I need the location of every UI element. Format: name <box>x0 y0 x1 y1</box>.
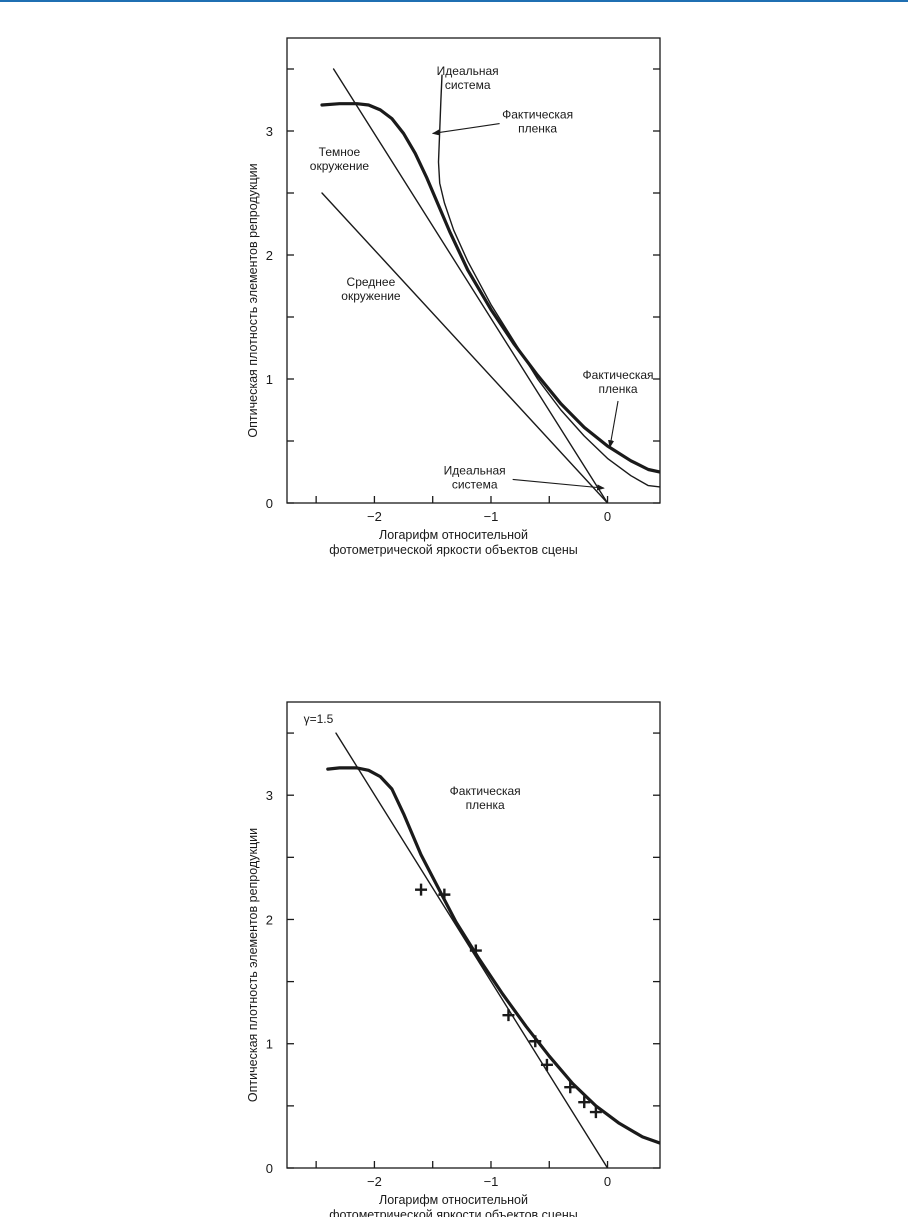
x-tick-label: −2 <box>367 1174 382 1189</box>
annotation-label: окружение <box>310 159 370 173</box>
annotation-label: Идеальная <box>437 64 499 78</box>
annotation-arrow <box>431 123 500 136</box>
x-tick-label: −2 <box>367 509 382 524</box>
plot-frame <box>286 37 661 504</box>
series-темное-окружение <box>332 68 609 503</box>
x-axis-title: Логарифм относительной <box>379 528 528 542</box>
annotation-arrow <box>512 478 605 491</box>
data-point-plus <box>540 1058 553 1071</box>
x-axis-title: фотометрической яркости объектов сцены <box>329 543 578 557</box>
annotation-label: пленка <box>518 122 557 136</box>
chart-2: −2 −1 0 0 1 2 3 Логарифм относительнойфотометри… <box>246 701 661 1217</box>
x-tick-label: −1 <box>484 509 499 524</box>
x-axis-title: Логарифм относительной <box>379 1193 528 1207</box>
plot-area <box>326 732 660 1168</box>
y-tick-label: 1 <box>266 372 273 387</box>
annotation-label: Темное <box>319 145 361 159</box>
data-point-plus <box>438 888 451 901</box>
annotation-label: Фактическая <box>583 368 654 382</box>
annotation-label: система <box>452 477 498 491</box>
series-идеальная-система <box>437 74 660 488</box>
y-tick-label: 0 <box>266 1161 273 1176</box>
x-tick-label: 0 <box>604 1174 611 1189</box>
y-tick-label: 2 <box>266 248 273 263</box>
header-rule <box>0 0 908 2</box>
series-фактическая-пленка <box>320 102 660 474</box>
plot-frame <box>286 701 661 1169</box>
annotation-label: система <box>445 78 491 92</box>
series-фактическая-пленка <box>326 766 660 1145</box>
annotation-label: окружение <box>341 289 401 303</box>
data-point-plus <box>415 883 428 896</box>
annotation-label: Фактическая <box>450 784 521 798</box>
data-point-plus <box>578 1096 591 1109</box>
chart-1: −2 −1 0 0 1 2 3 Логарифм относительнойфотометри… <box>246 37 661 557</box>
annotation-label: Идеальная <box>444 463 506 477</box>
annotation-label: пленка <box>599 382 638 396</box>
y-axis-title: Оптическая плотность элементов репродукц… <box>246 163 260 437</box>
data-point-plus <box>469 944 482 957</box>
annotation-label: пленка <box>466 798 505 812</box>
y-tick-label: 3 <box>266 124 273 139</box>
y-tick-label: 0 <box>266 496 273 511</box>
data-point-plus <box>529 1035 542 1048</box>
series-среднее-окружение <box>321 192 609 503</box>
annotation-arrow <box>608 400 619 448</box>
annotation-label: γ=1.5 <box>304 712 334 726</box>
x-tick-label: −1 <box>484 1174 499 1189</box>
y-tick-label: 3 <box>266 788 273 803</box>
annotation-label: Среднее <box>347 275 396 289</box>
y-axis-title: Оптическая плотность элементов репродукц… <box>246 828 260 1102</box>
data-point-plus <box>502 1009 515 1022</box>
x-axis-title: фотометрической яркости объектов сцены <box>329 1208 578 1217</box>
y-tick-label: 1 <box>266 1037 273 1052</box>
data-point-plus <box>589 1106 602 1119</box>
x-tick-label: 0 <box>604 509 611 524</box>
annotation-label: Фактическая <box>502 108 573 122</box>
data-point-plus <box>564 1081 577 1094</box>
y-tick-label: 2 <box>266 912 273 927</box>
plot-area <box>320 68 660 503</box>
